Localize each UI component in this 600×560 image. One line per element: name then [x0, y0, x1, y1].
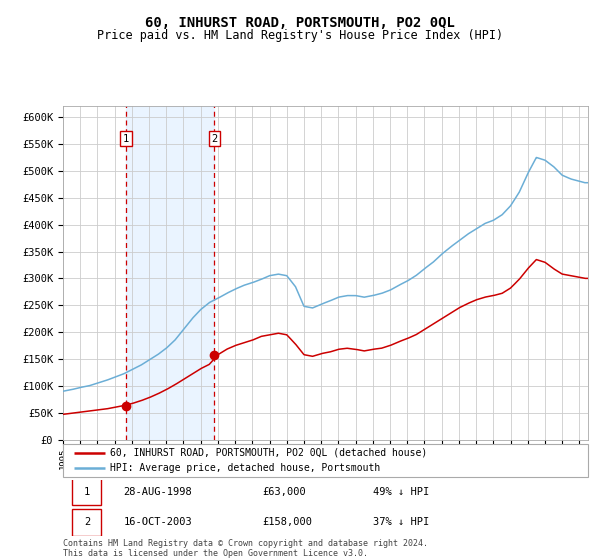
Text: 2: 2	[211, 134, 217, 144]
Bar	[126, 106, 214, 440]
Text: 37% ↓ HPI: 37% ↓ HPI	[373, 517, 429, 528]
Text: 60, INHURST ROAD, PORTSMOUTH, PO2 0QL: 60, INHURST ROAD, PORTSMOUTH, PO2 0QL	[145, 16, 455, 30]
Text: Price paid vs. HM Land Registry's House Price Index (HPI): Price paid vs. HM Land Registry's House …	[97, 29, 503, 42]
FancyBboxPatch shape	[73, 478, 101, 505]
Text: 2: 2	[84, 517, 90, 528]
Text: Contains HM Land Registry data © Crown copyright and database right 2024.
This d: Contains HM Land Registry data © Crown c…	[63, 539, 428, 558]
FancyBboxPatch shape	[63, 444, 588, 477]
Text: £158,000: £158,000	[263, 517, 313, 528]
Text: 28-AUG-1998: 28-AUG-1998	[124, 487, 192, 497]
Text: 1: 1	[84, 487, 90, 497]
Text: HPI: Average price, detached house, Portsmouth: HPI: Average price, detached house, Port…	[110, 463, 380, 473]
Text: 16-OCT-2003: 16-OCT-2003	[124, 517, 192, 528]
Text: 49% ↓ HPI: 49% ↓ HPI	[373, 487, 429, 497]
Text: 60, INHURST ROAD, PORTSMOUTH, PO2 0QL (detached house): 60, INHURST ROAD, PORTSMOUTH, PO2 0QL (d…	[110, 447, 427, 458]
Text: 1: 1	[123, 134, 129, 144]
Text: £63,000: £63,000	[263, 487, 306, 497]
FancyBboxPatch shape	[73, 509, 101, 536]
